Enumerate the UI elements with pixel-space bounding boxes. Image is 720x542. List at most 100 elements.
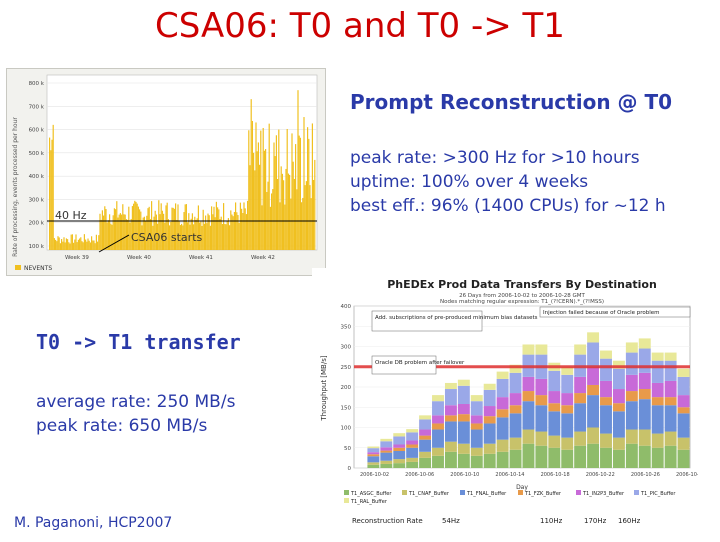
rate-bar [291,133,293,250]
rate-bar [287,173,289,250]
y-tick-label: 400 [341,304,352,310]
bar-segment [367,452,380,455]
prompt-line: peak rate: >300 Hz for >10 hours [350,148,640,168]
bar-segment [600,350,612,359]
rate-bar [137,206,139,250]
bar-segment [509,437,522,450]
rate-bar [183,212,185,250]
x-tick-label: Week 40 [127,255,151,261]
rate-bar [53,238,55,250]
bar-segment [612,449,625,468]
bar-segment [625,342,638,353]
rate-bar [149,219,151,250]
legend-swatch [15,265,21,270]
bar-segment [419,439,432,452]
bar-segment [625,391,638,402]
bar-segment [483,383,496,390]
rate-bar [164,222,166,250]
y-ticks: 0 50 100 150 200 250 300 350 400 [341,304,352,472]
reco-rate-svg: 800 k 700 k 600 k 500 k 400 k 300 k 200 k 100 k… [12,74,318,272]
bar-segment [548,447,561,468]
rate-bar [191,213,193,250]
x-tick-label: 2006-10-22 [586,472,615,478]
rate-bar [61,239,63,250]
rate-bar [283,180,285,250]
stacked-bars [367,332,690,468]
rate-bar [268,123,270,250]
rate-bar [83,234,85,250]
annotation-failover: Oracle DB problem after failover [375,360,465,366]
bar-segment [600,397,612,406]
rate-bar [290,198,292,250]
rate-bar [233,211,235,250]
bar-segment [483,416,496,424]
rate-bar [109,214,111,250]
y-tick-label: 100 [341,426,352,432]
rate-bar [146,215,148,250]
rate-bar [51,139,53,250]
rate-bar [190,218,192,250]
rate-bar [286,128,288,250]
bar-segment [574,376,587,394]
rate-bar [87,238,89,250]
legend-swatch [460,490,465,495]
phedex-chart-svg: PhEDEx Prod Data Transfers By Destinatio… [320,278,705,525]
bar-segment [406,447,419,458]
bar-segment [444,451,457,468]
bar-segment [587,395,600,428]
legend-swatch [576,490,581,495]
bar-segment [496,378,509,398]
bar-segment [574,431,587,446]
bar-segment [444,405,457,416]
rate-bar [125,219,127,250]
rate-bar [253,152,255,250]
bar-segment [432,401,444,416]
rate-bar [177,204,179,250]
bar-segment [574,393,587,404]
bar-segment [367,454,380,457]
rate-bar [79,238,81,250]
bar-segment [677,437,690,450]
rate-bar [55,239,57,250]
bar-segment [393,447,406,451]
legend-swatch [344,490,349,495]
rate-bar [95,234,97,250]
rate-bar [229,225,231,250]
bar-segment [587,332,600,343]
rate-bar [99,213,101,250]
bar-segment [367,464,380,468]
prompt-line: best eff.: 96% (1400 CPUs) for ~12 h [350,196,666,216]
rate-bar [305,181,307,250]
rate-bar [241,208,243,250]
bar-segment [587,443,600,468]
rate-bar [65,238,67,250]
bar-segment [651,405,664,434]
legend-label: T1_PIC_Buffer [640,491,676,497]
bar-segment [406,429,419,433]
prompt-reco-lines: peak rate: >300 Hz for >10 hours uptime:… [350,146,666,218]
rate-bar [247,200,249,250]
legend-label: T1_CNAF_Buffer [408,491,450,497]
bar-segment [612,437,625,450]
x-tick-label: Week 39 [65,255,89,261]
bar-segment [380,447,393,451]
bar-segment [393,450,406,460]
rate-bar [244,208,246,250]
rate-bar [74,239,76,250]
rate-bar [187,222,189,250]
rate-bar [148,206,150,250]
rate-bar [254,170,256,250]
rate-bar [56,241,58,250]
bar-segment [380,441,393,448]
rate-bar [262,127,264,250]
rate-bar [231,214,233,250]
bar-segment [444,441,457,452]
bar-segment [509,393,522,406]
rate-bar [147,208,149,250]
bar-segment [470,401,483,416]
reco-rate-label: Reconstruction Rate [352,517,423,525]
rate-bar [101,210,103,250]
bar-segment [651,447,664,468]
y-tick-label: 700 k [29,104,45,110]
x-tick-label: Week 41 [189,255,213,261]
